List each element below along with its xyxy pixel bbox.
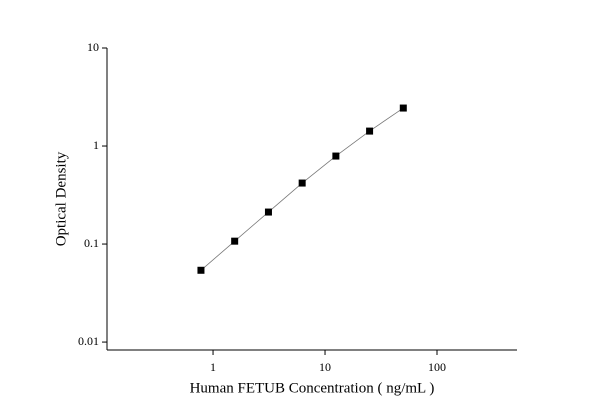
point bbox=[366, 127, 374, 135]
x-tick-label: 10 bbox=[319, 360, 331, 374]
x-tick-label: 1 bbox=[210, 360, 216, 374]
x-axis-title: Human FETUB Concentration ( ng/mL ) bbox=[190, 380, 435, 396]
x-tick-label: 100 bbox=[428, 360, 446, 374]
y-tick-label: 0.01 bbox=[78, 334, 99, 348]
point bbox=[332, 152, 340, 160]
point bbox=[264, 208, 272, 216]
y-tick-label: 10 bbox=[87, 40, 99, 54]
y-axis-title: Optical Density bbox=[53, 151, 69, 246]
y-tick-label: 0.1 bbox=[84, 236, 99, 250]
point bbox=[298, 179, 306, 187]
point bbox=[399, 104, 407, 112]
point bbox=[197, 266, 205, 274]
point bbox=[231, 237, 239, 245]
y-tick-label: 1 bbox=[93, 138, 99, 152]
